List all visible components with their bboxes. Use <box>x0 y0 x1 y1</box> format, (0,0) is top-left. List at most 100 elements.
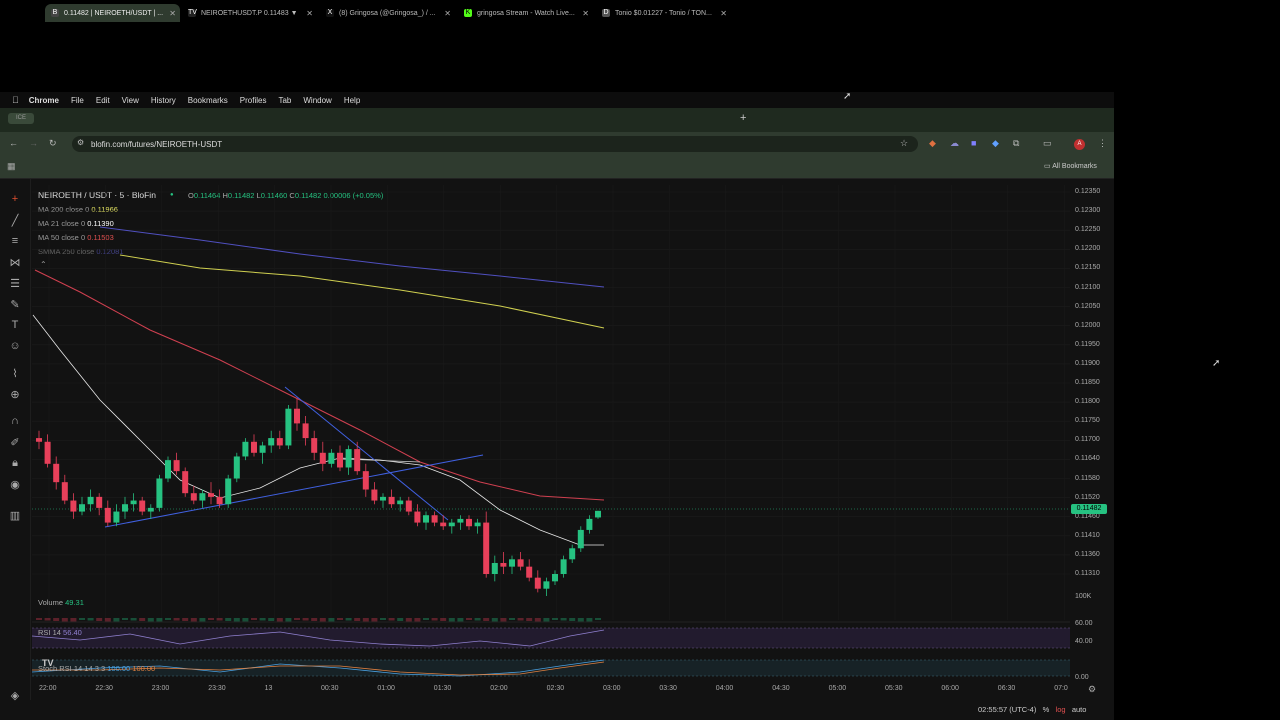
tab-tradingview[interactable]: TV NEIROETHUSDT.P 0.11483 ▼ ✕ <box>182 4 317 22</box>
crosshair-icon[interactable]: + <box>11 193 19 205</box>
candle-body <box>173 460 180 472</box>
all-bookmarks-label: All Bookmarks <box>1052 163 1097 170</box>
side-panel-icon[interactable]: ▭ <box>1043 138 1052 148</box>
fib-icon[interactable]: ☰ <box>10 278 20 290</box>
reload-icon[interactable]: ↻ <box>49 138 57 148</box>
menu-help[interactable]: Help <box>337 95 360 105</box>
extension-bot-icon[interactable]: ■ <box>971 138 977 148</box>
ma-50-line <box>34 269 605 501</box>
trash-icon[interactable]: ▥ <box>9 510 21 522</box>
new-tab-icon[interactable]: + <box>740 112 747 124</box>
candle-body <box>225 478 232 505</box>
tab-dexscreener[interactable]: D Tonio $0.01227 - Tonio / TON... ✕ <box>596 4 731 22</box>
chart-symbol[interactable]: NEIROETH / USDT · 5 · BloFin <box>38 190 156 200</box>
volume-bar <box>319 618 326 622</box>
close-icon[interactable]: ✕ <box>306 8 313 18</box>
candle-body <box>491 562 498 574</box>
magnet-icon[interactable]: ∩ <box>11 415 19 427</box>
settings-gear-icon[interactable]: ⚙ <box>1088 684 1097 694</box>
all-bookmarks[interactable]: ▭ All Bookmarks <box>1044 162 1097 170</box>
volume-bar <box>517 618 524 621</box>
time-tick-label: 05:00 <box>828 685 847 692</box>
text-icon[interactable]: T <box>11 319 19 331</box>
candle-body <box>199 493 206 501</box>
bookmark-star-icon[interactable]: ☆ <box>900 138 909 148</box>
ruler-icon[interactable]: ⌇ <box>12 368 18 380</box>
menu-bookmarks[interactable]: Bookmarks <box>181 95 228 105</box>
current-price-label: 0.11482 <box>1071 504 1107 514</box>
address-url[interactable]: blofin.com/futures/NEIROETH-USDT <box>91 140 223 149</box>
lock-icon[interactable]: 🔒︎ <box>12 457 18 469</box>
close-icon[interactable]: ✕ <box>582 8 589 18</box>
auto-toggle[interactable]: auto <box>1071 705 1087 714</box>
menu-kebab-icon[interactable]: ⋮ <box>1098 138 1107 148</box>
volume-bar <box>491 618 498 622</box>
candle-body <box>104 507 111 523</box>
indicator-ma21[interactable]: MA 21 close 0 0.11390 <box>38 219 114 228</box>
indicator-value: 0.11966 <box>91 205 118 214</box>
log-toggle[interactable]: log <box>1055 705 1066 714</box>
menu-view[interactable]: View <box>114 95 139 105</box>
menu-window[interactable]: Window <box>296 95 331 105</box>
tab-x-gringosa[interactable]: X (8) Gringosa (@Gringosa_) / ... ✕ <box>320 4 455 22</box>
pinned-tab[interactable]: ICE <box>8 113 34 124</box>
chart-footer: 02:55:57 (UTC-4) % log auto <box>978 705 1086 714</box>
menu-file[interactable]: File <box>64 95 84 105</box>
eye-icon[interactable]: ◉ <box>10 479 20 491</box>
extension-fox-icon[interactable]: ◆ <box>929 138 936 148</box>
candle-body <box>259 445 266 453</box>
pencil-lock-icon[interactable]: ✐ <box>10 437 20 449</box>
menu-app-name[interactable]: Chrome <box>22 95 59 105</box>
menu-edit[interactable]: Edit <box>89 95 110 105</box>
apps-grid-icon[interactable]: ▦ <box>7 161 16 171</box>
close-icon[interactable]: ✕ <box>720 8 727 18</box>
candle-body <box>268 438 275 446</box>
extension-diamond-icon[interactable]: ◆ <box>992 138 999 148</box>
close-icon[interactable]: ✕ <box>169 8 176 18</box>
collapse-legend-icon[interactable]: ⌃ <box>40 260 47 269</box>
horizontal-lines-icon[interactable]: ≡ <box>11 235 19 247</box>
mouse-cursor-icon: ➚ <box>1212 358 1221 369</box>
volume-bar <box>423 618 429 620</box>
time-tick-label: 04:30 <box>772 685 790 692</box>
pattern-icon[interactable]: ⋈ <box>9 257 21 269</box>
tab-blofin[interactable]: B 0.11482 | NEIROETH/USDT | ... ✕ <box>45 4 180 22</box>
menu-tab[interactable]: Tab <box>271 95 291 105</box>
forward-icon[interactable]: → <box>29 138 38 148</box>
indicator-ma50[interactable]: MA 50 close 0 0.11503 <box>38 233 114 242</box>
brush-icon[interactable]: ✎ <box>10 299 20 311</box>
menu-history[interactable]: History <box>144 95 176 105</box>
candles-group <box>36 397 601 622</box>
volume-bar <box>294 618 300 620</box>
zoom-icon[interactable]: ⊕ <box>10 389 20 401</box>
close-icon[interactable]: ✕ <box>444 8 451 18</box>
tab-kick-stream[interactable]: K gringosa Stream - Watch Live... ✕ <box>458 4 593 22</box>
price-chart-svg[interactable] <box>0 179 1114 699</box>
indicator-smma250[interactable]: SMMA 250 close 0.12081 <box>38 247 124 256</box>
extension-cloud-icon[interactable]: ☁ <box>950 138 959 148</box>
candle-body <box>560 559 567 574</box>
volume-bar <box>53 618 60 621</box>
candle-body <box>337 452 343 468</box>
back-icon[interactable]: ← <box>9 138 18 148</box>
indicator-ma200[interactable]: MA 200 close 0 0.11966 <box>38 205 118 214</box>
address-bar[interactable] <box>72 136 918 152</box>
volume-bar <box>586 618 593 622</box>
site-info-icon[interactable]: ⚙ <box>77 138 85 147</box>
timezone-label[interactable]: 02:55:57 (UTC-4) <box>978 705 1037 714</box>
time-tick-label: 00:30 <box>321 685 339 692</box>
emoji-icon[interactable]: ☺ <box>9 340 21 352</box>
time-tick-label: 22:30 <box>95 685 113 692</box>
extensions-puzzle-icon[interactable]: ⧉ <box>1013 138 1020 148</box>
candle <box>457 515 464 530</box>
trendline-icon[interactable]: ╱ <box>11 215 19 227</box>
candle-body <box>500 562 507 567</box>
volume-bar <box>70 618 77 622</box>
stoch-label: Stoch RSI 14 14 3 3 <box>38 664 106 673</box>
volume-bar <box>242 618 249 622</box>
profile-avatar[interactable]: A <box>1074 139 1085 150</box>
percent-toggle[interactable]: % <box>1042 705 1050 714</box>
apple-icon[interactable]:  <box>12 95 19 105</box>
menu-profiles[interactable]: Profiles <box>233 95 267 105</box>
layers-icon[interactable]: ◈ <box>10 690 20 702</box>
